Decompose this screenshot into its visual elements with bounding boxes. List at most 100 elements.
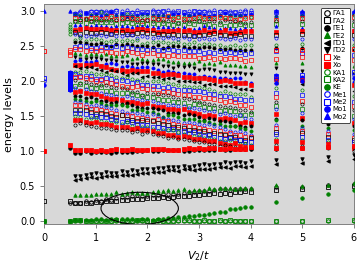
- GA2: [217, 192, 222, 195]
- GE1: [171, 149, 175, 152]
- Xo: [202, 147, 206, 150]
- GE2: [197, 188, 201, 191]
- KA2: [223, 219, 227, 222]
- Xo: [73, 148, 77, 152]
- KE: [197, 214, 201, 217]
- KA2: [326, 219, 330, 222]
- GA1: [83, 200, 88, 203]
- GA2: [42, 199, 47, 203]
- KA1: [135, 219, 139, 223]
- Xo: [233, 147, 237, 150]
- GD1: [207, 167, 212, 170]
- KE: [207, 213, 212, 216]
- GA1: [125, 195, 129, 198]
- GE1: [176, 149, 180, 152]
- KA2: [125, 219, 129, 222]
- GE1: [217, 148, 222, 151]
- GE2: [99, 192, 103, 195]
- KA1: [78, 219, 83, 222]
- KA2: [42, 219, 47, 222]
- KA1: [176, 219, 180, 223]
- KA2: [228, 219, 232, 222]
- GE2: [274, 183, 279, 187]
- GA1: [68, 202, 72, 205]
- Xo: [176, 148, 180, 151]
- GD2: [223, 161, 227, 164]
- GE1: [156, 150, 160, 153]
- GE1: [104, 151, 108, 154]
- KA1: [119, 219, 124, 222]
- GD2: [274, 158, 279, 161]
- GA2: [326, 186, 330, 189]
- GE2: [228, 187, 232, 190]
- KE: [73, 219, 77, 222]
- GD1: [145, 171, 149, 174]
- GD2: [114, 171, 119, 175]
- GA2: [248, 190, 253, 193]
- GD2: [217, 162, 222, 165]
- GE1: [228, 148, 232, 152]
- GD1: [212, 167, 217, 170]
- GD1: [187, 167, 191, 171]
- KA1: [212, 219, 217, 222]
- Line: Mo1: Mo1: [43, 81, 72, 86]
- GE2: [166, 189, 170, 192]
- GE2: [207, 186, 212, 190]
- GA1: [161, 192, 165, 195]
- GA1: [104, 198, 108, 201]
- GD2: [78, 175, 83, 178]
- GA2: [119, 198, 124, 202]
- GA2: [109, 199, 113, 203]
- GE1: [114, 150, 119, 154]
- Xo: [187, 147, 191, 150]
- GA1: [202, 190, 206, 193]
- KA1: [125, 219, 129, 223]
- KA1: [238, 219, 243, 223]
- Xo: [42, 150, 47, 153]
- KE: [202, 213, 206, 216]
- KE: [130, 217, 134, 221]
- Me1: [68, 78, 72, 81]
- KE: [68, 219, 72, 222]
- GE2: [192, 189, 196, 192]
- GE2: [114, 191, 119, 194]
- GA1: [212, 189, 217, 192]
- Line: Me2: Me2: [43, 74, 72, 79]
- GA1: [238, 188, 243, 191]
- KA1: [42, 219, 47, 222]
- KE: [233, 208, 237, 211]
- GE1: [212, 148, 217, 151]
- Xo: [207, 147, 212, 150]
- X-axis label: $V_2/t$: $V_2/t$: [187, 249, 211, 263]
- GE2: [161, 190, 165, 193]
- KA1: [171, 219, 175, 223]
- Xo: [352, 145, 356, 148]
- KA1: [233, 219, 237, 223]
- GE1: [161, 148, 165, 151]
- KA2: [274, 219, 279, 222]
- GD1: [326, 159, 330, 163]
- KA1: [93, 219, 98, 222]
- GA1: [171, 192, 175, 195]
- GA2: [151, 197, 155, 200]
- GA2: [83, 202, 88, 205]
- KA2: [99, 219, 103, 222]
- GA2: [140, 198, 144, 201]
- KE: [181, 215, 186, 219]
- GA2: [300, 187, 304, 191]
- GA2: [228, 192, 232, 195]
- GD2: [202, 163, 206, 166]
- KA2: [171, 219, 175, 222]
- GE2: [130, 191, 134, 194]
- GD2: [233, 160, 237, 164]
- GE1: [125, 150, 129, 153]
- GA2: [145, 196, 149, 199]
- KE: [140, 217, 144, 221]
- GA1: [145, 194, 149, 197]
- Xo: [119, 149, 124, 152]
- GE2: [187, 189, 191, 193]
- GA1: [93, 198, 98, 202]
- GA2: [114, 199, 119, 202]
- GA1: [156, 194, 160, 197]
- Xo: [228, 146, 232, 150]
